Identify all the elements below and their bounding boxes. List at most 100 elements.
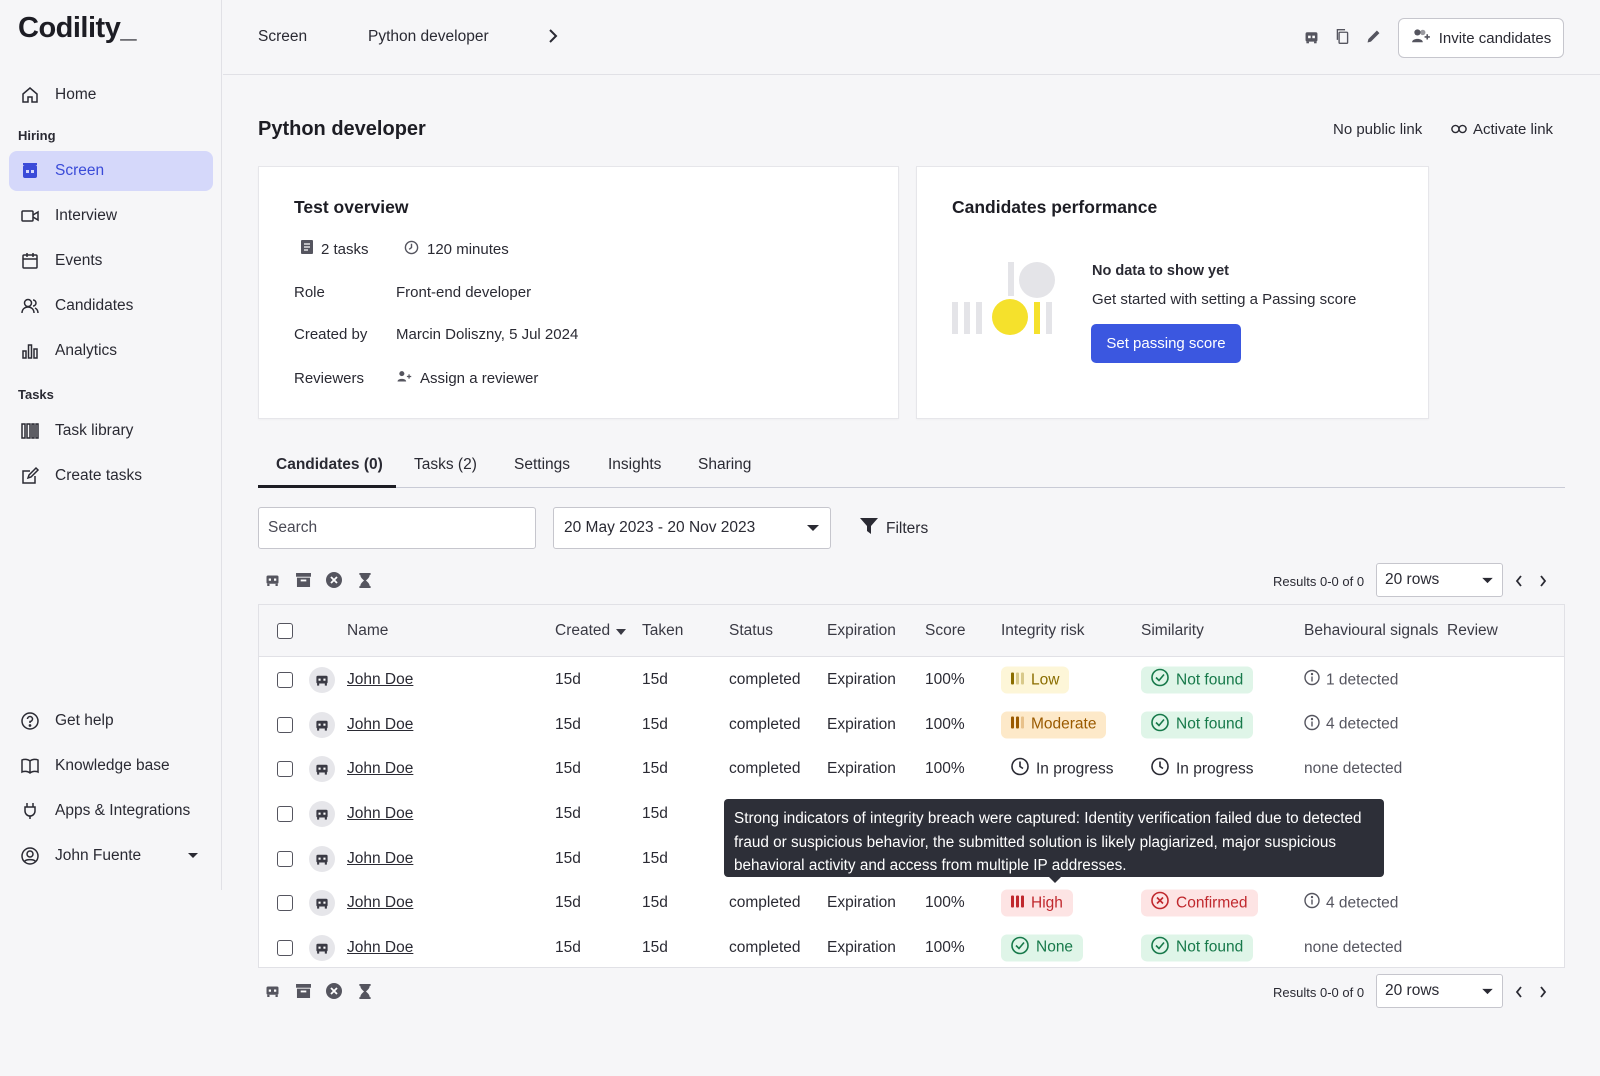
- similarity-badge-not-found[interactable]: Not found: [1141, 666, 1254, 694]
- codility-logo[interactable]: Codility_: [18, 12, 136, 44]
- screen-icon[interactable]: [1303, 28, 1320, 49]
- sidebar-item-create-tasks[interactable]: Create tasks: [9, 456, 213, 496]
- column-header-name[interactable]: Name: [347, 622, 389, 639]
- filters-button[interactable]: Filters: [860, 518, 928, 539]
- column-header-score[interactable]: Score: [925, 622, 966, 639]
- activate-link-button[interactable]: Activate link: [1451, 121, 1553, 138]
- candidate-name-link[interactable]: John Doe: [347, 805, 414, 823]
- column-header-created[interactable]: Created: [555, 622, 627, 640]
- assign-reviewer-button[interactable]: Assign a reviewer: [396, 370, 538, 387]
- chevron-left-icon[interactable]: [1515, 574, 1523, 591]
- add-user-icon: [1411, 28, 1431, 48]
- sidebar-item-apps-integrations[interactable]: Apps & Integrations: [9, 791, 213, 831]
- table-row[interactable]: John Doe 15d 15d completed Expiration 10…: [259, 747, 1564, 792]
- candidate-name-link[interactable]: John Doe: [347, 671, 414, 689]
- x-circle-icon: [1151, 891, 1169, 915]
- table-row[interactable]: John Doe 15d 15d completed Expiration 10…: [259, 926, 1564, 971]
- column-header-expiration[interactable]: Expiration: [827, 622, 896, 639]
- candidate-name-link[interactable]: John Doe: [347, 938, 414, 956]
- sidebar-item-candidates[interactable]: Candidates: [9, 286, 213, 326]
- sidebar-item-label: Screen: [55, 162, 105, 179]
- created-value: 15d: [555, 805, 581, 823]
- similarity-badge-not-found[interactable]: Not found: [1141, 934, 1254, 962]
- sidebar-item-events[interactable]: Events: [9, 241, 213, 281]
- cancel-icon[interactable]: [326, 983, 342, 999]
- risk-badge-low[interactable]: Low: [1001, 666, 1070, 694]
- top-bar: Screen Python developer Invite candidate…: [223, 0, 1600, 75]
- column-header-behavioural-signals[interactable]: Behavioural signals: [1304, 622, 1439, 639]
- copy-icon[interactable]: [1334, 28, 1351, 49]
- table-row[interactable]: John Doe 15d 15d completed Expiration 10…: [259, 658, 1564, 703]
- select-all-checkbox[interactable]: [277, 623, 293, 639]
- row-checkbox[interactable]: [277, 895, 293, 912]
- archive-icon[interactable]: [295, 983, 311, 999]
- row-checkbox[interactable]: [277, 806, 293, 823]
- risk-level-icon: [1011, 716, 1024, 734]
- rows-per-page-select[interactable]: 20 rows: [1376, 563, 1503, 597]
- date-range-select[interactable]: 20 May 2023 - 20 Nov 2023: [553, 507, 831, 549]
- sidebar-item-label: Get help: [55, 712, 114, 729]
- status-value: completed: [729, 715, 801, 733]
- chevron-right-icon[interactable]: [1539, 985, 1547, 1002]
- column-header-taken[interactable]: Taken: [642, 622, 684, 639]
- candidate-name-link[interactable]: John Doe: [347, 894, 414, 912]
- risk-badge-none[interactable]: None: [1001, 934, 1084, 962]
- row-checkbox[interactable]: [277, 939, 293, 956]
- hourglass-icon[interactable]: [357, 983, 373, 999]
- sidebar-item-screen[interactable]: Screen: [9, 151, 213, 191]
- tab-settings[interactable]: Settings: [514, 456, 571, 473]
- row-checkbox[interactable]: [277, 716, 293, 733]
- similarity-badge-confirmed[interactable]: Confirmed: [1141, 889, 1258, 917]
- search-input[interactable]: [258, 507, 536, 549]
- risk-badge-moderate[interactable]: Moderate: [1001, 711, 1107, 739]
- sidebar-item-analytics[interactable]: Analytics: [9, 331, 213, 371]
- table-row[interactable]: John Doe 15d 15d completed Expiration 10…: [259, 703, 1564, 748]
- similarity-cell: Not found: [1141, 666, 1254, 694]
- archive-icon[interactable]: [295, 572, 311, 588]
- candidate-name-link[interactable]: John Doe: [347, 849, 414, 867]
- screen-icon[interactable]: [264, 572, 280, 588]
- empty-chart-illustration: [952, 262, 1057, 341]
- link-icon: [1451, 121, 1467, 138]
- similarity-badge-not-found[interactable]: Not found: [1141, 711, 1254, 739]
- tab-tasks[interactable]: Tasks (2): [414, 456, 477, 473]
- pencil-icon[interactable]: [1365, 28, 1382, 49]
- set-passing-score-button[interactable]: Set passing score: [1091, 324, 1241, 363]
- sidebar-item-label: Create tasks: [55, 467, 143, 484]
- sidebar-item-task-library[interactable]: Task library: [9, 411, 213, 451]
- sidebar-item-get-help[interactable]: Get help: [9, 701, 213, 741]
- tab-sharing[interactable]: Sharing: [698, 456, 752, 473]
- user-menu[interactable]: John Fuente: [9, 836, 213, 876]
- sidebar-item-knowledge-base[interactable]: Knowledge base: [9, 746, 213, 786]
- status-value: completed: [729, 894, 801, 912]
- candidate-name-link[interactable]: John Doe: [347, 715, 414, 733]
- chevron-down-icon: [1481, 982, 1494, 1000]
- rows-per-page-select-bottom[interactable]: 20 rows: [1376, 974, 1503, 1008]
- hourglass-icon[interactable]: [357, 572, 373, 588]
- row-checkbox[interactable]: [277, 850, 293, 867]
- table-row[interactable]: John Doe 15d 15d completed Expiration 10…: [259, 881, 1564, 926]
- sort-desc-icon: [616, 622, 627, 640]
- column-header-status[interactable]: Status: [729, 622, 773, 639]
- cancel-icon[interactable]: [326, 572, 342, 588]
- sidebar-item-label: Home: [55, 86, 97, 103]
- sidebar-item-interview[interactable]: Interview: [9, 196, 213, 236]
- column-header-similarity[interactable]: Similarity: [1141, 622, 1204, 639]
- row-checkbox[interactable]: [277, 761, 293, 778]
- sidebar: Codility_ Home Hiring Screen Interview E…: [0, 0, 222, 890]
- column-header-review[interactable]: Review: [1447, 622, 1498, 639]
- row-checkbox[interactable]: [277, 672, 293, 689]
- chevron-left-icon[interactable]: [1515, 985, 1523, 1002]
- chevron-right-icon[interactable]: [1539, 574, 1547, 591]
- tab-candidates[interactable]: Candidates (0): [276, 456, 383, 473]
- risk-badge-high[interactable]: High: [1001, 889, 1073, 917]
- candidate-name-link[interactable]: John Doe: [347, 760, 414, 778]
- check-circle-icon: [1151, 936, 1169, 959]
- sidebar-item-home[interactable]: Home: [9, 75, 213, 115]
- screen-icon[interactable]: [264, 983, 280, 999]
- column-header-integrity-risk[interactable]: Integrity risk: [1001, 622, 1085, 639]
- invite-candidates-button[interactable]: Invite candidates: [1398, 18, 1564, 58]
- table-row[interactable]: John Doe 15d 15d ected: [259, 792, 1564, 837]
- breadcrumb-screen[interactable]: Screen: [258, 28, 308, 45]
- tab-insights[interactable]: Insights: [608, 456, 662, 473]
